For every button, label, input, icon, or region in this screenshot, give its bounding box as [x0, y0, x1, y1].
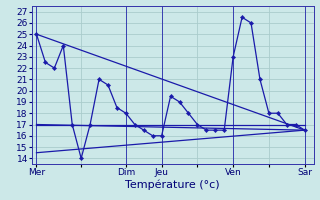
- X-axis label: Température (°c): Température (°c): [125, 180, 220, 190]
